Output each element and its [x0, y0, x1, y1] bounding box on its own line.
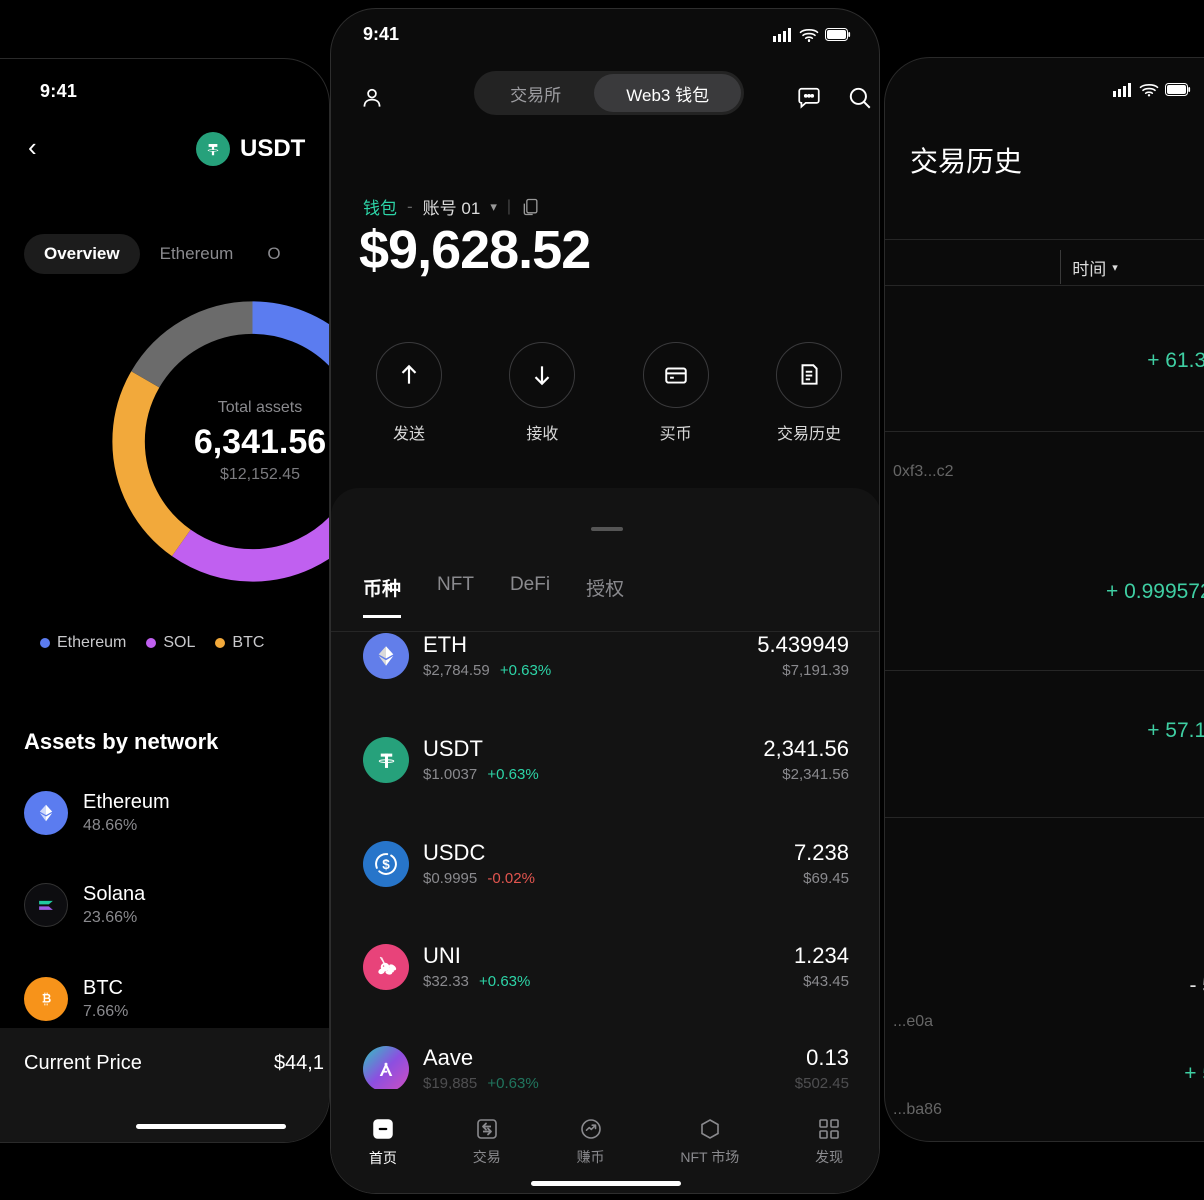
svg-text:$: $: [382, 856, 390, 871]
